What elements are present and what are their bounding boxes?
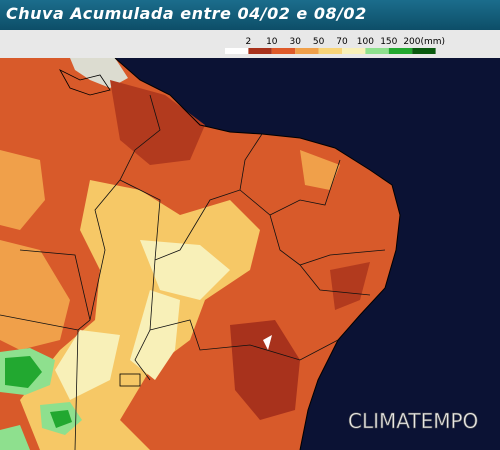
island	[59, 69, 111, 96]
legend-label: 2	[246, 37, 252, 47]
state-border	[0, 94, 386, 450]
title-bar: Chuva Acumulada entre 04/02 e 08/02	[0, 0, 500, 30]
legend: 2 10 30 50 70 100 150 200(mm)	[225, 37, 445, 54]
legend-strip: 2 10 30 50 70 100 150 200(mm)	[0, 30, 500, 58]
legend-swatch	[225, 48, 249, 54]
legend-swatch	[318, 48, 342, 54]
legend-label: 200(mm)	[403, 37, 445, 47]
orange-zone	[0, 150, 45, 230]
district-border	[119, 373, 141, 387]
legend-label: 50	[313, 37, 325, 47]
watermark: CLIMATEMPO	[348, 409, 478, 433]
title: Chuva Acumulada entre 04/02 e 08/02	[6, 4, 367, 23]
dark-rain	[330, 262, 370, 310]
legend-label: 100	[357, 37, 374, 47]
legend-swatch	[388, 48, 413, 54]
dry-spot	[263, 335, 272, 350]
orange-zone	[300, 150, 340, 190]
green-zone	[5, 356, 42, 388]
green-zone	[0, 425, 30, 450]
light-zone	[140, 240, 230, 300]
legend-swatch	[342, 48, 366, 54]
delta	[70, 58, 128, 88]
legend-swatch	[412, 48, 436, 54]
legend-swatch	[365, 48, 389, 54]
legend-swatch	[271, 48, 296, 54]
legend-label: 150	[380, 37, 397, 47]
legend-swatch	[248, 48, 272, 54]
green-zone	[50, 410, 72, 428]
light-zone	[130, 290, 180, 380]
legend-swatch	[295, 48, 319, 54]
orange-zone	[0, 240, 70, 350]
legend-label: 70	[336, 37, 348, 47]
legend-label: 10	[266, 37, 278, 47]
coastline	[114, 57, 401, 450]
legend-label: 30	[289, 37, 301, 47]
light-zone	[55, 330, 120, 400]
